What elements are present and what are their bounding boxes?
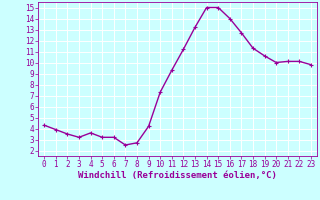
X-axis label: Windchill (Refroidissement éolien,°C): Windchill (Refroidissement éolien,°C)	[78, 171, 277, 180]
